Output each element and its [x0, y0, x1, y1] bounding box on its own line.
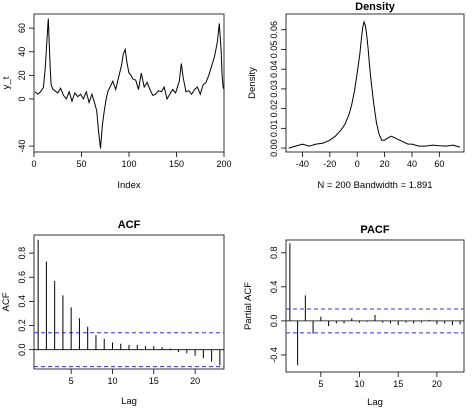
y-tick-label: 0.0	[269, 315, 279, 328]
y-tick-label: -40	[17, 140, 27, 153]
plot-frame	[33, 234, 225, 370]
acf-panel: 5 10 15 20 0.0 0.2 0.4 0.6 0.8 ACF Lag ACF	[1, 219, 225, 407]
x-tick-label: 40	[407, 159, 417, 169]
x-tick-label: 0	[31, 159, 36, 169]
y-axis-label: y_t	[1, 76, 12, 89]
y-tick-label: -0.4	[269, 347, 279, 363]
x-tick-label: 10	[355, 379, 365, 389]
x-tick-label: 5	[69, 376, 74, 386]
y-tick-label: 40	[17, 47, 27, 57]
density-curve	[288, 20, 461, 149]
series-line	[34, 18, 225, 149]
series-panel: 0 50 100 150 200 -40 0 20 40 60 Index y_t	[1, 13, 232, 191]
y-axis-label: Density	[247, 67, 258, 99]
plot-frame	[285, 13, 465, 153]
x-tick-label: 0	[355, 159, 360, 169]
x-tick-label: 200	[216, 159, 231, 169]
x-tick-label: 20	[432, 379, 442, 389]
y-tick-label: 0.6	[17, 271, 27, 284]
plot-frame	[285, 239, 465, 373]
x-tick-label: 15	[149, 376, 159, 386]
plot-frame	[33, 13, 225, 153]
x-tick-label: -20	[323, 159, 336, 169]
y-tick-label: 0	[17, 96, 27, 101]
y-axis-label: ACF	[1, 292, 12, 311]
x-axis-label: Index	[117, 180, 140, 191]
y-tick-label: 60	[17, 23, 27, 33]
x-axis-label: Lag	[121, 396, 137, 407]
y-tick-label: 0.01	[269, 120, 279, 138]
y-tick-label: 0.04	[269, 60, 279, 78]
x-tick-label: 15	[393, 379, 403, 389]
x-tick-label: 150	[169, 159, 184, 169]
x-tick-label: 20	[380, 159, 390, 169]
y-tick-label: 0.2	[17, 319, 27, 332]
y-tick-label: 0.06	[269, 21, 279, 39]
y-tick-label: 0.00	[269, 139, 279, 157]
x-axis-label: Lag	[367, 397, 383, 408]
pacf-panel: 5 10 15 20 -0.4 0.0 0.4 0.8 PACF Lag Partial AC…	[243, 224, 465, 408]
y-tick-label: 0.8	[17, 247, 27, 260]
x-tick-label: 10	[107, 376, 117, 386]
y-tick-label: 0.4	[269, 281, 279, 294]
x-axis-label: N = 200 Bandwidth = 1.891	[317, 180, 432, 191]
y-tick-label: 0.4	[17, 295, 27, 308]
x-tick-label: 50	[76, 159, 86, 169]
y-tick-label: 0.05	[269, 41, 279, 59]
x-tick-label: -40	[296, 159, 309, 169]
x-tick-label: 100	[121, 159, 136, 169]
chart-title: PACF	[360, 224, 389, 236]
y-tick-label: 0.02	[269, 100, 279, 118]
chart-title: ACF	[118, 219, 141, 231]
y-axis-label: Partial ACF	[243, 282, 254, 330]
x-tick-label: 5	[318, 379, 323, 389]
y-tick-label: 0.0	[17, 343, 27, 356]
y-tick-label: 0.03	[269, 80, 279, 98]
density-panel: -40 -20 0 20 40 60 0.000.01 0.02 0.03 0.040.05 0.0…	[247, 1, 465, 191]
chart-title: Density	[355, 1, 396, 13]
x-tick-label: 60	[434, 159, 444, 169]
y-tick-label: 0.8	[269, 247, 279, 260]
y-tick-label: 20	[17, 70, 27, 80]
x-tick-label: 20	[190, 376, 200, 386]
